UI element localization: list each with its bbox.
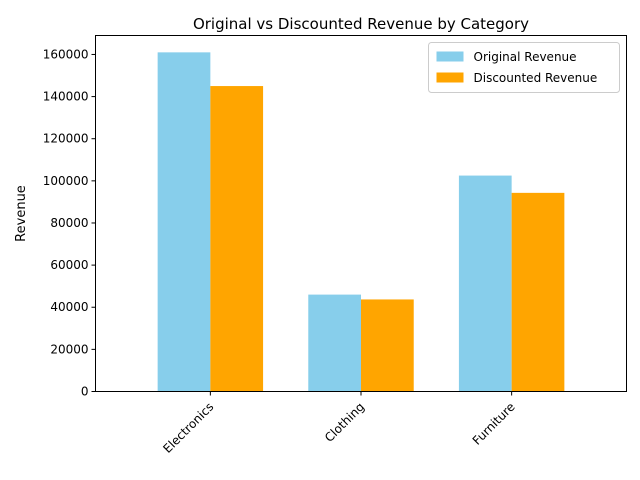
bar-discounted-revenue-electronics [210, 86, 264, 392]
bar-discounted-revenue-furniture [511, 192, 565, 392]
chart-title: Original vs Discounted Revenue by Catego… [193, 15, 529, 33]
y-tick-label: 120000 [43, 132, 89, 146]
y-tick-label: 40000 [50, 300, 88, 314]
y-tick-label: 60000 [50, 258, 88, 272]
y-axis-ticks: 0 20000 40000 60000 80000 100000 120000 140000 1… [43, 47, 96, 399]
y-axis-label: Revenue [14, 185, 29, 242]
bar-original-revenue-furniture [458, 175, 512, 392]
plot-frame [95, 35, 627, 392]
y-tick-label: 140000 [43, 90, 89, 104]
y-tick-label: 0 [81, 385, 89, 399]
legend-swatch [436, 72, 464, 83]
bar-discounted-revenue-clothing [361, 299, 414, 392]
bar-original-revenue-clothing [308, 294, 361, 392]
legend: Original Revenue Discounted Revenue [428, 42, 620, 93]
legend-label: Original Revenue [474, 50, 577, 64]
y-tick-label: 100000 [43, 174, 89, 188]
y-tick-label: 160000 [43, 47, 89, 61]
legend-swatch [436, 51, 464, 62]
y-tick-label: 80000 [50, 216, 88, 230]
legend-box [428, 42, 620, 93]
y-tick-label: 20000 [50, 342, 88, 356]
bar-original-revenue-electronics [157, 52, 211, 392]
legend-label: Discounted Revenue [474, 71, 598, 85]
bars-group [157, 52, 565, 392]
